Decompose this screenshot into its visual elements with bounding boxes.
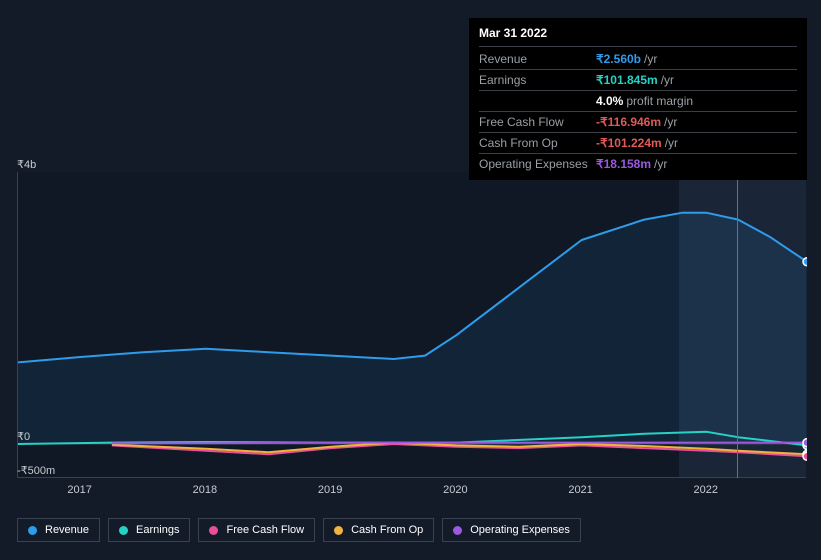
series-end-marker xyxy=(803,258,807,266)
tooltip-row: 4.0%profit margin xyxy=(479,91,797,112)
tooltip-row: Cash From Op-₹101.224m/yr xyxy=(479,133,797,154)
x-axis-label: 2019 xyxy=(318,484,342,496)
plot-area[interactable] xyxy=(17,172,806,478)
x-axis-label: 2021 xyxy=(568,484,592,496)
legend-item[interactable]: Earnings xyxy=(108,518,190,542)
x-axis-label: 2022 xyxy=(694,484,718,496)
chart-tooltip: Mar 31 2022 Revenue₹2.560b/yrEarnings₹10… xyxy=(469,18,807,180)
series-end-marker xyxy=(803,439,807,447)
legend-label: Operating Expenses xyxy=(470,524,570,536)
tooltip-row-label: Cash From Op xyxy=(479,136,596,150)
legend-swatch xyxy=(28,526,37,535)
y-axis-label: ₹4b xyxy=(17,158,36,171)
series-opex xyxy=(112,443,807,444)
tooltip-row: Operating Expenses₹18.158m/yr xyxy=(479,154,797,174)
tooltip-row-label: Earnings xyxy=(479,73,596,87)
chart-legend: Revenue Earnings Free Cash Flow Cash From O… xyxy=(17,518,581,542)
x-axis-label: 2017 xyxy=(67,484,91,496)
x-axis-label: 2018 xyxy=(193,484,217,496)
legend-swatch xyxy=(119,526,128,535)
tooltip-row-label: Operating Expenses xyxy=(479,157,596,171)
tooltip-row-label: Free Cash Flow xyxy=(479,115,596,129)
y-axis-label: ₹0 xyxy=(17,430,30,443)
tooltip-row-value: -₹101.224m/yr xyxy=(596,136,678,150)
tooltip-row-value: 4.0%profit margin xyxy=(596,94,693,108)
legend-label: Free Cash Flow xyxy=(226,524,304,536)
legend-swatch xyxy=(334,526,343,535)
legend-label: Earnings xyxy=(136,524,179,536)
legend-item[interactable]: Revenue xyxy=(17,518,100,542)
series-end-marker xyxy=(803,452,807,460)
legend-label: Revenue xyxy=(45,524,89,536)
legend-item[interactable]: Cash From Op xyxy=(323,518,434,542)
legend-label: Cash From Op xyxy=(351,524,423,536)
legend-item[interactable]: Operating Expenses xyxy=(442,518,581,542)
tooltip-row-value: ₹2.560b/yr xyxy=(596,52,657,66)
tooltip-row-label: Revenue xyxy=(479,52,596,66)
legend-swatch xyxy=(209,526,218,535)
tooltip-date: Mar 31 2022 xyxy=(479,26,797,47)
financials-chart: ₹4b ₹0 -₹500m 2017 2018 2019 2020 2021 2022 xyxy=(17,158,806,514)
y-axis-label: -₹500m xyxy=(17,464,55,477)
x-axis-label: 2020 xyxy=(443,484,467,496)
tooltip-row: Free Cash Flow-₹116.946m/yr xyxy=(479,112,797,133)
tooltip-row-label xyxy=(479,94,596,108)
tooltip-row-value: -₹116.946m/yr xyxy=(596,115,677,129)
tooltip-row: Revenue₹2.560b/yr xyxy=(479,49,797,70)
tooltip-row: Earnings₹101.845m/yr xyxy=(479,70,797,91)
legend-swatch xyxy=(453,526,462,535)
hover-marker-line xyxy=(737,172,738,478)
legend-item[interactable]: Free Cash Flow xyxy=(198,518,315,542)
tooltip-row-value: ₹101.845m/yr xyxy=(596,73,674,87)
tooltip-row-value: ₹18.158m/yr xyxy=(596,157,667,171)
chart-svg xyxy=(18,172,807,478)
